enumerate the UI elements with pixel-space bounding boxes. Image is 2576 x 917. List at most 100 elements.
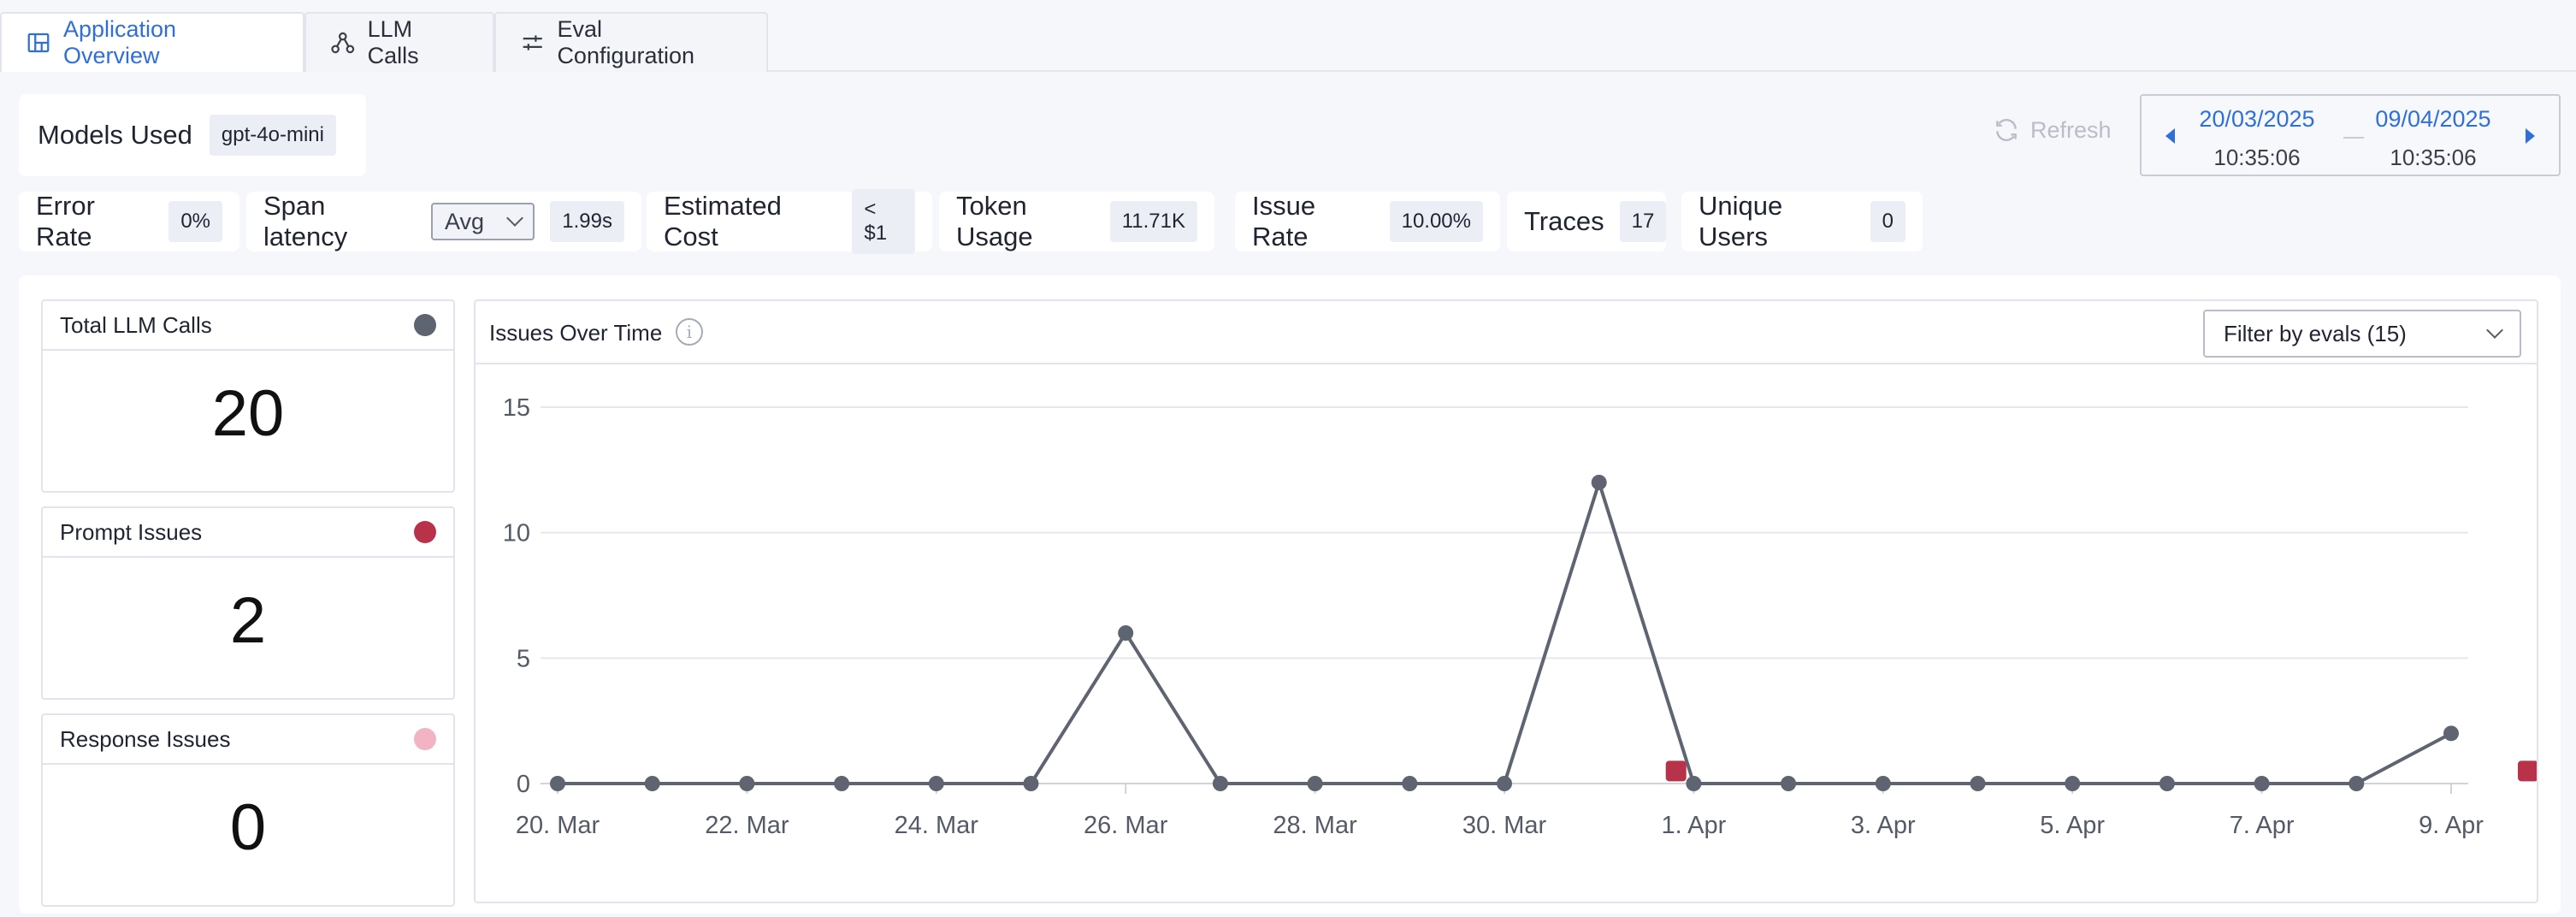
start-time: 10:35:06 — [2213, 145, 2301, 170]
models-used-label: Models Used — [38, 120, 192, 150]
y-tick-label: 15 — [503, 394, 530, 422]
data-point — [1402, 776, 1418, 791]
chevron-down-icon — [2486, 322, 2503, 339]
data-point — [1023, 776, 1039, 791]
refresh-icon — [1996, 119, 2017, 141]
tab-bar: Application Overview LLM Calls Eval Conf… — [0, 0, 2576, 72]
data-point — [834, 776, 850, 791]
tab-label: Eval Configuration — [557, 16, 695, 68]
stat-card-value: 0 — [229, 791, 267, 864]
metric-label: Estimated Cost — [664, 191, 782, 251]
x-tick-label: 28. Mar — [1273, 812, 1357, 839]
x-tick-label: 22. Mar — [705, 812, 789, 839]
stat-card-prompt-issues: Prompt Issues 2 — [41, 506, 455, 700]
data-point — [2443, 725, 2459, 742]
data-point — [1686, 776, 1702, 791]
date-range-end[interactable]: 09/04/2025 10:35:06 — [2360, 106, 2506, 171]
tab-application-overview[interactable]: Application Overview — [0, 12, 304, 72]
metric-unique-users: Unique Users 0 — [1681, 191, 1923, 251]
issues-over-time-chart: Issues Over Time i Filter by evals (15) … — [474, 299, 2538, 903]
info-icon[interactable]: i — [676, 318, 703, 346]
metric-error-rate: Error Rate 0% — [19, 191, 239, 251]
date-range-picker[interactable]: 20/03/2025 10:35:06 09/04/2025 10:35:06 — [2140, 94, 2561, 176]
x-tick-label: 24. Mar — [895, 812, 979, 839]
metric-label: Unique Users — [1699, 191, 1783, 251]
tab-llm-calls[interactable]: LLM Calls — [304, 12, 494, 72]
metric-token-usage: Token Usage 11.71K — [939, 191, 1214, 251]
x-tick-label: 26. Mar — [1084, 812, 1168, 839]
status-dot-icon — [414, 521, 436, 543]
data-point — [1212, 776, 1228, 791]
data-point — [1875, 776, 1891, 791]
metric-value: 0 — [1870, 201, 1905, 242]
metric-label: Issue Rate — [1252, 191, 1316, 251]
stat-card-header: Total LLM Calls — [43, 301, 453, 351]
x-tick-label: 30. Mar — [1462, 812, 1547, 839]
issue-marker — [2518, 760, 2537, 782]
x-tick-label: 9. Apr — [2419, 812, 2484, 839]
data-point — [2159, 776, 2175, 791]
stat-card-label: Prompt Issues — [60, 518, 203, 545]
metric-value: 1.99s — [550, 201, 624, 242]
start-date: 20/03/2025 — [2199, 106, 2315, 132]
layout-icon — [27, 33, 50, 53]
data-point — [1307, 776, 1323, 791]
metric-label: Span latency — [263, 191, 348, 251]
tab-label: LLM Calls — [367, 16, 419, 68]
metric-label: Traces — [1524, 206, 1604, 236]
end-date: 09/04/2025 — [2375, 106, 2491, 132]
refresh-label: Refresh — [2030, 116, 2112, 143]
tab-eval-configuration[interactable]: Eval Configuration — [494, 12, 768, 72]
model-chip: gpt-4o-mini — [209, 115, 336, 156]
stat-card-value: 2 — [229, 584, 267, 657]
filter-by-evals-select[interactable]: Filter by evals (15) — [2203, 310, 2521, 358]
data-point — [2349, 776, 2365, 791]
data-point — [1497, 776, 1512, 791]
chart-canvas: 0 5 10 15 20. Mar 22. Mar 24. Mar 26. Mar 28. Ma… — [503, 394, 2537, 839]
metric-issue-rate: Issue Rate 10.00% — [1235, 191, 1500, 251]
date-range-start[interactable]: 20/03/2025 10:35:06 — [2184, 106, 2330, 171]
latency-aggregation-value: Avg — [444, 208, 484, 234]
metric-span-latency: Span latency Avg 1.99s — [246, 191, 641, 251]
chart-title: Issues Over Time — [489, 320, 663, 346]
data-point — [1781, 776, 1797, 791]
stat-card-response-issues: Response Issues 0 — [41, 713, 455, 907]
data-point — [1970, 776, 1986, 791]
x-tick-label: 5. Apr — [2040, 812, 2105, 839]
metric-value: 10.00% — [1389, 201, 1483, 242]
stat-card-header: Response Issues — [43, 715, 453, 765]
stat-card-header: Prompt Issues — [43, 508, 453, 558]
metric-value: 11.71K — [1109, 201, 1197, 242]
stat-card-label: Response Issues — [60, 725, 231, 752]
metric-label: Token Usage — [956, 191, 1033, 251]
metric-estimated-cost: Estimated Cost < $1 — [647, 189, 932, 254]
sliders-icon — [523, 35, 542, 50]
latency-aggregation-select[interactable]: Avg — [430, 203, 535, 240]
metric-value: < $1 — [852, 189, 915, 254]
y-tick-label: 10 — [503, 520, 530, 547]
stat-card-value: 20 — [211, 377, 285, 450]
metric-traces: Traces 17 — [1507, 192, 1667, 251]
data-point — [1591, 475, 1607, 490]
data-point — [1118, 625, 1134, 641]
graph-icon — [331, 32, 355, 54]
stat-card-label: Total LLM Calls — [60, 311, 212, 338]
filter-label: Filter by evals (15) — [2224, 320, 2407, 346]
refresh-button[interactable]: Refresh — [1993, 116, 2112, 144]
models-used: Models Used gpt-4o-mini — [19, 94, 366, 176]
caret-left-icon[interactable] — [2165, 128, 2175, 144]
data-point — [550, 776, 565, 791]
data-point — [2065, 776, 2081, 791]
end-time: 10:35:06 — [2390, 145, 2477, 170]
metric-label: Error Rate — [36, 191, 95, 251]
series-line — [558, 481, 2452, 785]
caret-right-icon[interactable] — [2526, 128, 2535, 144]
x-tick-label: 1. Apr — [1662, 812, 1727, 839]
data-point — [928, 776, 944, 791]
data-point — [739, 776, 755, 791]
issue-marker — [1665, 760, 1687, 782]
metric-value: 0% — [168, 201, 222, 242]
x-tick-label: 3. Apr — [1851, 812, 1916, 839]
data-point — [644, 776, 660, 791]
tab-label: Application Overview — [62, 16, 177, 68]
